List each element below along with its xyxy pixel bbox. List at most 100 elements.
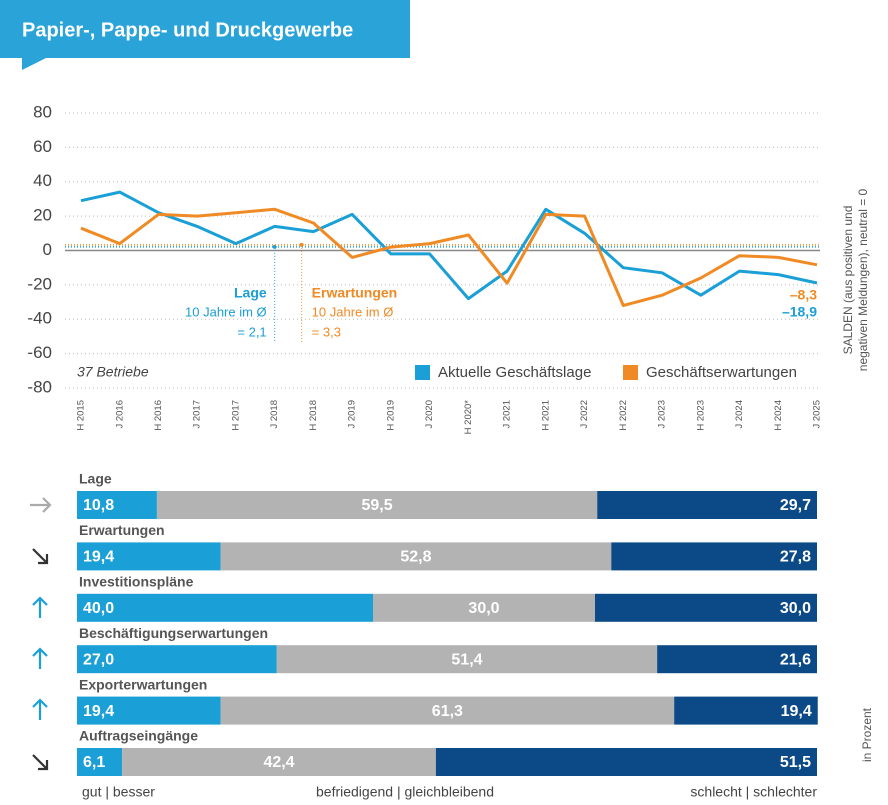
legend-label: gut | besser <box>82 784 155 800</box>
category-label: Investitionspläne <box>79 574 194 590</box>
reference-label: = 3,3 <box>312 324 341 339</box>
arrow-right <box>30 497 52 513</box>
x-tick-label: H 2016 <box>153 400 164 431</box>
trend-arrows <box>30 497 52 771</box>
x-tick-label: J 2018 <box>269 400 280 429</box>
header-notch <box>22 58 46 70</box>
x-tick-label: J 2023 <box>657 400 668 429</box>
value-label: 21,6 <box>780 651 811 668</box>
legend-label: schlecht | schlechter <box>690 784 817 800</box>
arrow-up <box>32 596 48 618</box>
y-axis-label: negativen Meldungen), neutral = 0 <box>856 188 870 371</box>
y-tick-label: -60 <box>27 343 52 362</box>
x-tick-label: H 2019 <box>385 400 396 431</box>
value-label: 51,5 <box>780 754 811 771</box>
x-tick-label: J 2019 <box>347 400 358 429</box>
header-title: Papier-, Pappe- und Druckgewerbe <box>22 19 353 41</box>
reference-text: 10 Jahre im Ø <box>185 304 267 319</box>
value-label: 6,1 <box>83 754 105 771</box>
series-line <box>80 190 818 301</box>
x-tick-label: J 2022 <box>579 400 590 429</box>
legend-label: Aktuelle Geschäftslage <box>438 364 591 381</box>
x-tick-label: J 2017 <box>192 400 203 429</box>
bar-segment <box>595 593 817 622</box>
legend-label: befriedigend | gleichbleibend <box>316 784 494 800</box>
bar-segment <box>77 542 221 571</box>
category-label: Lage <box>79 471 112 487</box>
value-label: 40,0 <box>83 600 114 617</box>
bar-segment <box>77 748 123 776</box>
bar-segment <box>77 491 157 519</box>
bar-segment <box>156 491 598 519</box>
value-label: 59,5 <box>361 497 392 514</box>
x-tick-label: H 2021 <box>540 400 551 431</box>
value-label: 19,4 <box>83 703 114 720</box>
y-tick-label: -20 <box>27 274 52 293</box>
bar-segment <box>611 542 817 571</box>
y-tick-label: 0 <box>43 240 52 259</box>
value-label: 30,0 <box>468 600 499 617</box>
reference-name: Erwartungen <box>312 285 398 301</box>
bar-segment <box>220 696 675 725</box>
value-label: 29,7 <box>780 497 811 514</box>
bar-segment <box>674 696 818 725</box>
arrow-down-right <box>32 548 49 565</box>
value-label: 51,4 <box>451 651 482 668</box>
value-label: 19,4 <box>781 703 812 720</box>
y-tick-label: 80 <box>33 102 52 121</box>
legend-label: Geschäftserwartungen <box>646 364 797 381</box>
x-tick-label: H 2024 <box>773 400 784 431</box>
x-tick-label: H 2017 <box>230 400 241 431</box>
x-tick-label: J 2025 <box>812 400 823 429</box>
reference-dot <box>299 242 304 247</box>
reference-label: = 2,1 <box>237 324 266 339</box>
legend-swatch <box>623 365 638 380</box>
value-label: 61,3 <box>432 703 463 720</box>
arrow-up <box>32 698 48 720</box>
y-tick-label: 20 <box>33 206 52 225</box>
arrow-down-right <box>32 754 49 771</box>
y-tick-label: 60 <box>33 137 52 156</box>
value-label: 27,8 <box>780 549 811 566</box>
category-label: Erwartungen <box>79 522 165 538</box>
x-tick-label: J 2016 <box>114 400 125 429</box>
x-tick-label: H 2015 <box>76 400 87 431</box>
series-line <box>80 207 818 307</box>
category-label: Beschäftigungserwartungen <box>79 625 268 641</box>
value-label: 30,0 <box>780 600 811 617</box>
bar-segment <box>77 593 373 622</box>
bar-segment <box>77 696 221 725</box>
bar-segment <box>220 542 612 571</box>
category-label: Exporterwartungen <box>79 676 207 692</box>
x-tick-label: J 2020 <box>424 400 435 429</box>
category-label: Auftragseingänge <box>79 728 198 744</box>
value-label: 42,4 <box>263 754 294 771</box>
value-label: –8,3 <box>790 287 817 303</box>
bar-segment <box>373 593 595 622</box>
y-axis-label: SALDEN (aus positiven und <box>841 206 855 355</box>
bar-segment <box>276 645 658 674</box>
legend-swatch <box>415 365 430 380</box>
header-banner <box>0 0 410 58</box>
x-tick-label: H 2020* <box>463 400 474 435</box>
y-tick-label: 40 <box>33 171 52 190</box>
value-label: 19,4 <box>83 549 114 566</box>
reference-text: 10 Jahre im Ø <box>312 304 394 319</box>
x-tick-label: J 2024 <box>734 400 745 429</box>
value-label: 27,0 <box>83 651 114 668</box>
x-tick-label: H 2023 <box>695 400 706 431</box>
value-label: 52,8 <box>400 549 431 566</box>
y-tick-label: -40 <box>27 309 52 328</box>
y-tick-label: -80 <box>27 377 52 396</box>
bar-segment <box>597 491 817 519</box>
value-label: 10,8 <box>83 497 114 514</box>
annotation: 37 Betriebe <box>77 364 149 380</box>
bar-segment <box>122 748 436 776</box>
unit-label: in Prozent <box>860 707 874 762</box>
bar-segment <box>435 748 817 776</box>
bar-segment <box>77 645 277 674</box>
value-label: –18,9 <box>782 304 817 320</box>
x-tick-label: J 2021 <box>502 400 513 429</box>
x-tick-label: H 2018 <box>308 400 319 431</box>
reference-dot <box>272 244 277 249</box>
